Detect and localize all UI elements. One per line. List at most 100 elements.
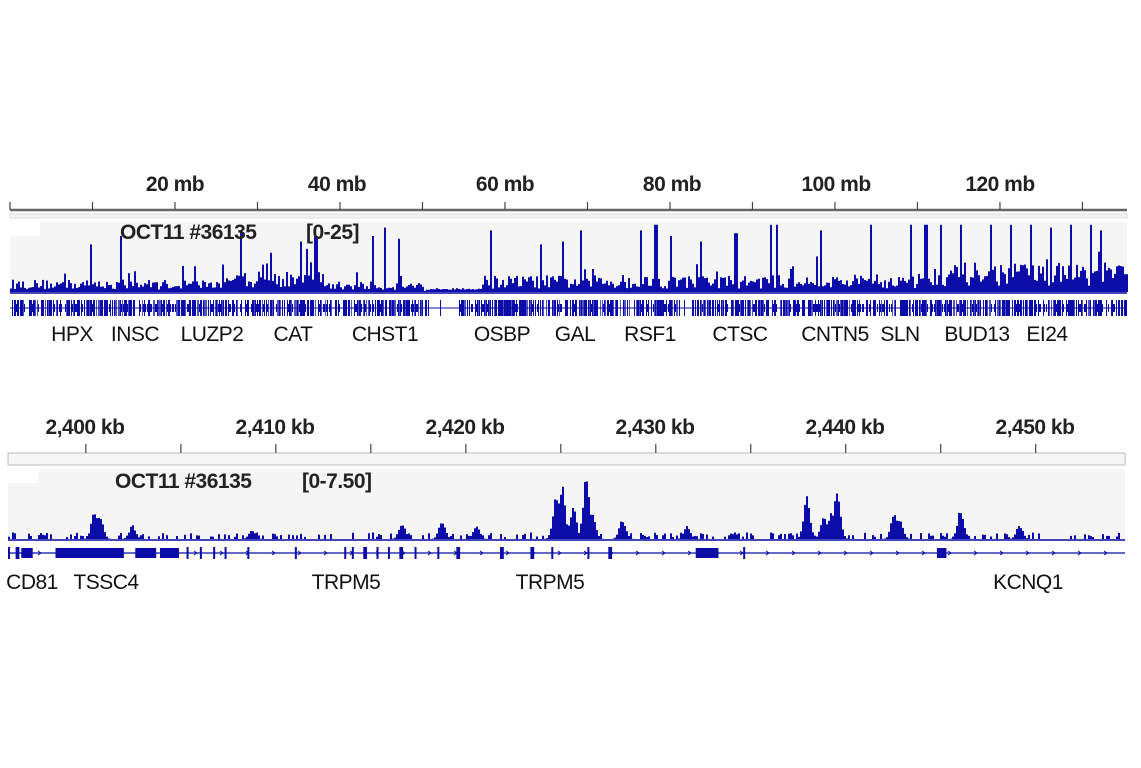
signal-bar (1096, 270, 1098, 292)
signal-bar (90, 523, 92, 539)
signal-bar (370, 281, 372, 292)
track-range: [0-7.50] (302, 470, 372, 493)
signal-bar (402, 286, 404, 292)
signal-bar (240, 230, 242, 292)
signal-bar (452, 288, 454, 292)
signal-bar (898, 521, 900, 539)
signal-bar (74, 536, 76, 539)
signal-bar (720, 277, 722, 292)
signal-bar (938, 275, 940, 292)
signal-bar (780, 285, 782, 292)
signal-bar (12, 532, 14, 539)
signal-bar (822, 518, 824, 539)
signal-bar (162, 533, 164, 539)
signal-bar (66, 537, 68, 539)
signal-bar (1032, 265, 1034, 292)
signal-bar (558, 275, 560, 292)
signal-bar (920, 278, 922, 292)
signal-bar (272, 533, 274, 539)
signal-bar (982, 279, 984, 292)
signal-bar (710, 285, 712, 292)
signal-bar (828, 282, 830, 292)
signal-bar (394, 537, 396, 539)
signal-bar (582, 280, 584, 292)
signal-bar (174, 286, 176, 292)
signal-bar (1122, 266, 1124, 292)
signal-bar (450, 535, 452, 539)
signal-bar (632, 283, 634, 292)
signal-bar (800, 531, 802, 539)
signal-bar (806, 277, 808, 292)
signal-bar (848, 286, 850, 292)
strand-arrow (661, 550, 666, 556)
signal-bar (660, 286, 662, 292)
signal-bar (574, 279, 576, 292)
signal-bar (976, 270, 978, 292)
signal-bar (570, 517, 572, 539)
signal-bar (952, 536, 954, 539)
signal-bar (382, 289, 384, 292)
signal-bar (38, 535, 40, 539)
signal-bar (742, 536, 744, 539)
signal-bar (436, 288, 438, 292)
strand-arrow (973, 550, 978, 556)
signal-bar (868, 278, 870, 292)
signal-bar (844, 535, 846, 539)
signal-bar (1092, 273, 1094, 292)
signal-bar (290, 274, 292, 292)
signal-bar (136, 282, 138, 292)
signal-bar (206, 286, 208, 292)
signal-bar (212, 536, 214, 539)
signal-bar (982, 534, 984, 539)
signal-bar (104, 532, 106, 539)
strand-arrow (791, 550, 796, 556)
signal-bar (456, 288, 458, 292)
signal-bar (538, 288, 540, 292)
signal-bar (246, 286, 248, 292)
signal-bar (604, 283, 606, 292)
signal-bar (612, 283, 614, 292)
signal-bar (152, 282, 154, 292)
signal-bar (40, 533, 42, 539)
signal-bar (834, 501, 836, 539)
strand-arrow (479, 550, 484, 556)
signal-bar (62, 282, 64, 292)
signal-bar (106, 281, 108, 292)
signal-bar (774, 287, 776, 292)
signal-bar (912, 276, 914, 292)
signal-bar (1074, 277, 1076, 292)
signal-bar (238, 275, 240, 292)
strand-arrow (869, 550, 874, 556)
signal-bar (672, 276, 674, 292)
signal-bar (546, 538, 548, 539)
signal-bar (400, 525, 402, 539)
signal-bar (418, 283, 420, 292)
signal-bar (854, 274, 856, 292)
signal-bar (864, 532, 866, 539)
signal-bar (890, 278, 892, 292)
signal-bar (142, 534, 144, 539)
signal-bar (836, 493, 838, 539)
signal-bar (150, 287, 152, 292)
signal-bar (1044, 280, 1046, 292)
signal-bar (572, 284, 574, 292)
signal-bar (488, 285, 490, 292)
signal-bar (430, 289, 432, 292)
signal-bar (678, 280, 680, 292)
signal-bar (126, 288, 128, 292)
signal-bar (70, 283, 72, 292)
signal-bar (482, 535, 484, 539)
signal-bar (262, 535, 264, 539)
signal-bar (618, 285, 620, 292)
signal-bar (128, 532, 130, 539)
signal-bar (428, 533, 430, 539)
signal-bar (1108, 267, 1110, 292)
signal-bar (548, 535, 550, 539)
signal-bar (620, 281, 622, 292)
signal-bar (518, 286, 520, 292)
signal-bar (278, 276, 280, 292)
exon (530, 547, 535, 559)
signal-bar (376, 536, 378, 539)
tick-label: 2,440 kb (805, 416, 885, 439)
signal-bar (378, 287, 380, 292)
